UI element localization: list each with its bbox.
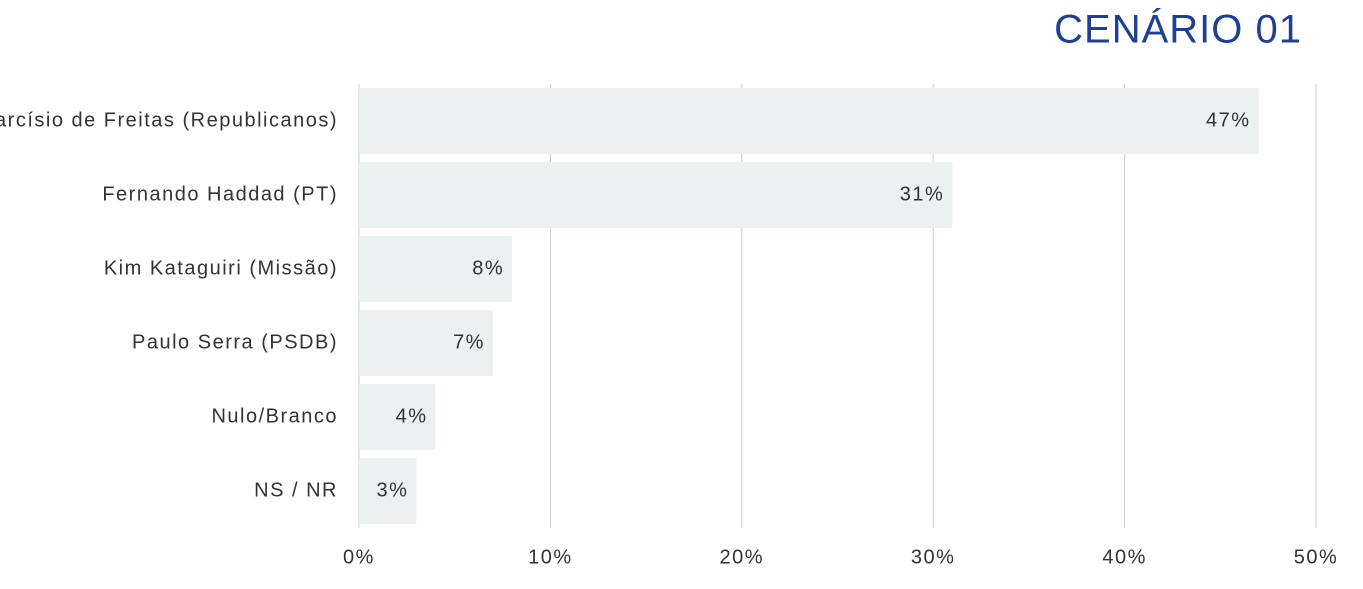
chart-title: CENÁRIO 01 bbox=[1054, 7, 1302, 52]
bar bbox=[359, 458, 417, 524]
value-label: 4% bbox=[396, 405, 428, 427]
value-label: 31% bbox=[900, 183, 945, 205]
x-tick-label: 0% bbox=[343, 546, 375, 568]
x-tick-label: 50% bbox=[1294, 546, 1339, 568]
y-tick-label: Nulo/Branco bbox=[211, 405, 338, 427]
x-tick-label: 40% bbox=[1102, 546, 1147, 568]
value-label: 47% bbox=[1206, 109, 1251, 131]
x-tick-label: 30% bbox=[911, 546, 956, 568]
value-label: 7% bbox=[453, 331, 485, 353]
y-tick-label: Fernando Haddad (PT) bbox=[102, 183, 338, 205]
x-tick-label: 10% bbox=[528, 546, 573, 568]
value-label: 3% bbox=[377, 479, 409, 501]
value-label: 8% bbox=[472, 257, 504, 279]
bar bbox=[359, 88, 1259, 154]
bar bbox=[359, 384, 436, 450]
x-tick-label: 20% bbox=[720, 546, 765, 568]
bar bbox=[359, 236, 513, 302]
y-tick-label: Tarcísio de Freitas (Republicanos) bbox=[0, 109, 338, 131]
y-tick-label: NS / NR bbox=[254, 479, 338, 501]
y-tick-label: Kim Kataguiri (Missão) bbox=[104, 257, 338, 279]
bar bbox=[359, 162, 953, 228]
bar bbox=[359, 310, 493, 376]
y-tick-label: Paulo Serra (PSDB) bbox=[132, 331, 338, 353]
